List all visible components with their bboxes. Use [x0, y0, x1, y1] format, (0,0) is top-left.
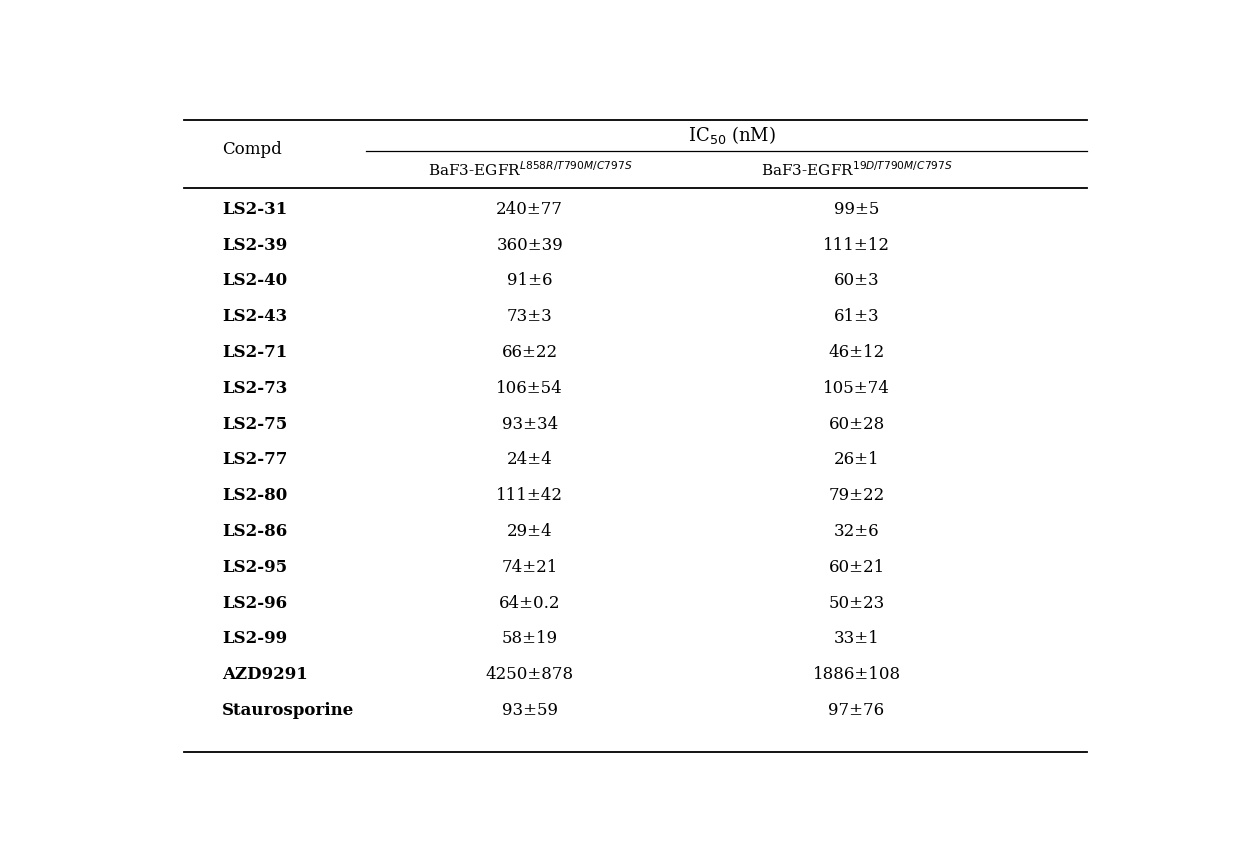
- Text: 91±6: 91±6: [507, 272, 553, 289]
- Text: 60±3: 60±3: [833, 272, 879, 289]
- Text: 106±54: 106±54: [496, 380, 563, 397]
- Text: 360±39: 360±39: [496, 237, 563, 254]
- Text: LS2-99: LS2-99: [222, 630, 288, 647]
- Text: LS2-95: LS2-95: [222, 559, 288, 576]
- Text: LS2-80: LS2-80: [222, 487, 288, 505]
- Text: 64±0.2: 64±0.2: [498, 595, 560, 611]
- Text: IC$_{50}$ (nM): IC$_{50}$ (nM): [688, 124, 775, 146]
- Text: Compd: Compd: [222, 141, 281, 158]
- Text: 79±22: 79±22: [828, 487, 884, 505]
- Text: LS2-39: LS2-39: [222, 237, 288, 254]
- Text: 99±5: 99±5: [833, 201, 879, 218]
- Text: LS2-40: LS2-40: [222, 272, 288, 289]
- Text: 32±6: 32±6: [833, 523, 879, 540]
- Text: LS2-96: LS2-96: [222, 595, 288, 611]
- Text: 73±3: 73±3: [507, 308, 553, 325]
- Text: BaF3-EGFR$^{19D/T790M/C797S}$: BaF3-EGFR$^{19D/T790M/C797S}$: [760, 160, 952, 179]
- Text: LS2-86: LS2-86: [222, 523, 288, 540]
- Text: 111±42: 111±42: [496, 487, 563, 505]
- Text: AZD9291: AZD9291: [222, 666, 308, 684]
- Text: BaF3-EGFR$^{L858R/T790M/C797S}$: BaF3-EGFR$^{L858R/T790M/C797S}$: [428, 160, 632, 179]
- Text: 97±76: 97±76: [828, 702, 884, 719]
- Text: 24±4: 24±4: [507, 451, 553, 468]
- Text: 26±1: 26±1: [833, 451, 879, 468]
- Text: LS2-71: LS2-71: [222, 344, 288, 361]
- Text: 61±3: 61±3: [833, 308, 879, 325]
- Text: LS2-73: LS2-73: [222, 380, 288, 397]
- Text: 240±77: 240±77: [496, 201, 563, 218]
- Text: 111±12: 111±12: [823, 237, 890, 254]
- Text: LS2-75: LS2-75: [222, 416, 288, 433]
- Text: 74±21: 74±21: [502, 559, 558, 576]
- Text: 29±4: 29±4: [507, 523, 553, 540]
- Text: 93±59: 93±59: [502, 702, 558, 719]
- Text: LS2-77: LS2-77: [222, 451, 288, 468]
- Text: 1886±108: 1886±108: [812, 666, 900, 684]
- Text: 60±21: 60±21: [828, 559, 884, 576]
- Text: 50±23: 50±23: [828, 595, 884, 611]
- Text: 46±12: 46±12: [828, 344, 884, 361]
- Text: 66±22: 66±22: [502, 344, 558, 361]
- Text: 105±74: 105±74: [823, 380, 890, 397]
- Text: 33±1: 33±1: [833, 630, 879, 647]
- Text: 4250±878: 4250±878: [486, 666, 574, 684]
- Text: Staurosporine: Staurosporine: [222, 702, 355, 719]
- Text: 93±34: 93±34: [502, 416, 558, 433]
- Text: 60±28: 60±28: [828, 416, 884, 433]
- Text: LS2-43: LS2-43: [222, 308, 288, 325]
- Text: 58±19: 58±19: [502, 630, 558, 647]
- Text: LS2-31: LS2-31: [222, 201, 288, 218]
